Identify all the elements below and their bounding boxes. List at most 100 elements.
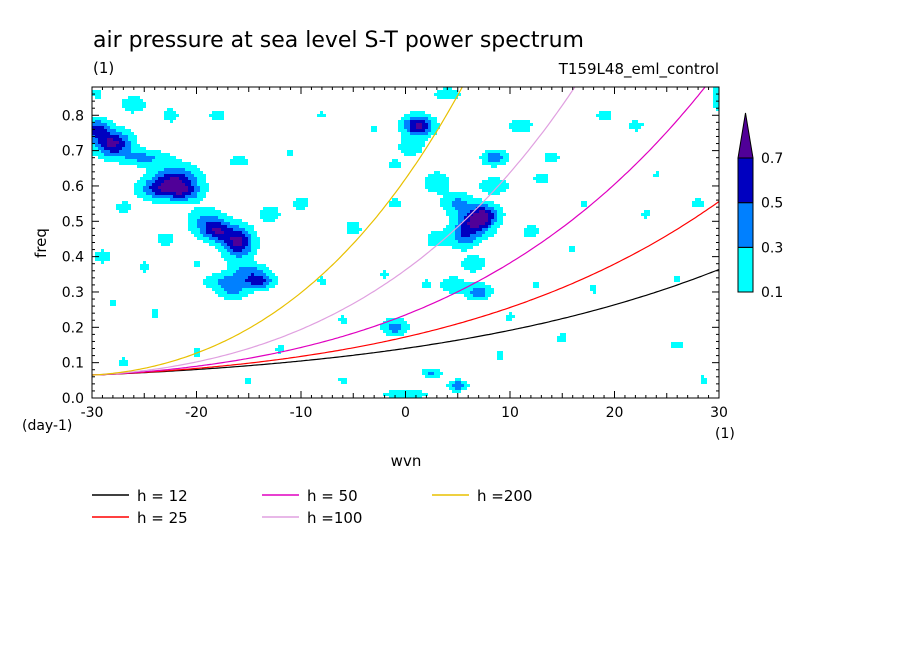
contour-cell (404, 150, 407, 153)
contour-cell (143, 267, 146, 270)
contour-cell (323, 279, 326, 282)
contour-cell (395, 390, 398, 393)
contour-cell (122, 162, 125, 165)
contour-cell (149, 186, 152, 189)
contour-cell (233, 228, 236, 231)
contour-cell (257, 285, 260, 288)
contour-cell (443, 180, 446, 183)
contour-cell (161, 201, 164, 204)
contour-cell (131, 111, 134, 114)
contour-cell (464, 192, 467, 195)
contour-cell (464, 288, 467, 291)
contour-cell (218, 111, 221, 114)
contour-cell (206, 207, 209, 210)
contour-cell (404, 138, 407, 141)
contour-cell (122, 147, 125, 150)
contour-cell (116, 153, 119, 156)
contour-cell (179, 174, 182, 177)
contour-cell (209, 282, 212, 285)
contour-cell (146, 198, 149, 201)
contour-cell (674, 279, 677, 282)
contour-cell (170, 156, 173, 159)
contour-cell (383, 276, 386, 279)
contour-cell (434, 117, 437, 120)
contour-cell (254, 270, 257, 273)
contour-cell (449, 234, 452, 237)
contour-cell (260, 216, 263, 219)
contour-cell (251, 282, 254, 285)
contour-cell (431, 237, 434, 240)
contour-cell (455, 387, 458, 390)
contour-cell (266, 213, 269, 216)
contour-cell (395, 204, 398, 207)
contour-cell (239, 273, 242, 276)
contour-cell (467, 264, 470, 267)
contour-cell (506, 315, 509, 318)
contour-cell (194, 351, 197, 354)
contour-cell (440, 192, 443, 195)
contour-cell (533, 234, 536, 237)
contour-cell (146, 195, 149, 198)
contour-cell (122, 201, 125, 204)
contour-cell (593, 288, 596, 291)
contour-cell (236, 246, 239, 249)
contour-cell (701, 375, 704, 378)
contour-cell (443, 96, 446, 99)
contour-cell (182, 201, 185, 204)
contour-cell (212, 219, 215, 222)
contour-cell (143, 264, 146, 267)
contour-cell (449, 237, 452, 240)
contour-cell (95, 135, 98, 138)
contour-cell (260, 264, 263, 267)
contour-cell (110, 120, 113, 123)
contour-cell (464, 222, 467, 225)
contour-cell (416, 126, 419, 129)
contour-cell (218, 225, 221, 228)
contour-cell (470, 288, 473, 291)
contour-cell (104, 150, 107, 153)
contour-cell (134, 153, 137, 156)
contour-cell (461, 381, 464, 384)
contour-cell (275, 216, 278, 219)
contour-cell (455, 240, 458, 243)
contour-cell (455, 285, 458, 288)
contour-cell (227, 291, 230, 294)
contour-cell (101, 126, 104, 129)
contour-cell (128, 138, 131, 141)
contour-cell (95, 147, 98, 150)
contour-cell (443, 87, 446, 90)
contour-cell (245, 249, 248, 252)
contour-cell (101, 141, 104, 144)
contour-cell (401, 321, 404, 324)
contour-cell (137, 189, 140, 192)
contour-cell (443, 228, 446, 231)
contour-cell (272, 216, 275, 219)
contour-cell (209, 210, 212, 213)
contour-cell (389, 324, 392, 327)
contour-cell (104, 153, 107, 156)
contour-cell (197, 171, 200, 174)
contour-cell (440, 96, 443, 99)
contour-cell (440, 189, 443, 192)
contour-cell (185, 162, 188, 165)
contour-cell (230, 225, 233, 228)
contour-cell (479, 201, 482, 204)
contour-cell (431, 129, 434, 132)
contour-cell (482, 294, 485, 297)
contour-cell (98, 258, 101, 261)
contour-cell (167, 180, 170, 183)
contour-cell (194, 216, 197, 219)
contour-cell (182, 186, 185, 189)
contour-cell (200, 210, 203, 213)
contour-cell (473, 267, 476, 270)
contour-cell (215, 216, 218, 219)
contour-cell (239, 291, 242, 294)
contour-cell (464, 225, 467, 228)
contour-cell (101, 261, 104, 264)
contour-cell (161, 240, 164, 243)
contour-cell (263, 276, 266, 279)
contour-cell (98, 135, 101, 138)
contour-cell (443, 279, 446, 282)
contour-cell (452, 390, 455, 393)
contour-cell (455, 222, 458, 225)
